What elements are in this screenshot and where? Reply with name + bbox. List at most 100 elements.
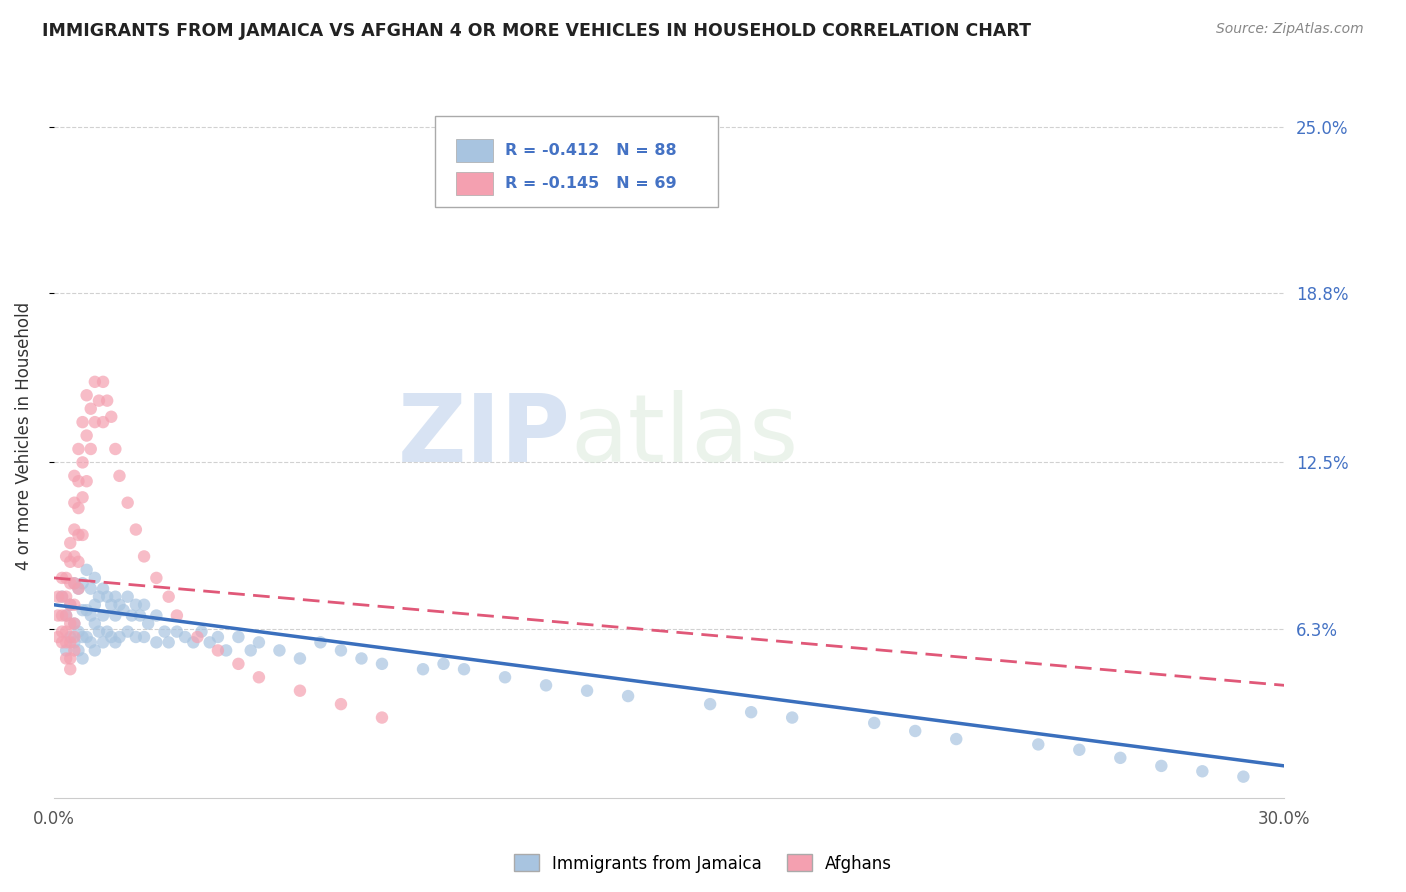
Point (80, 608, 103, 623)
Point (91, 415, 114, 429)
Point (51, 571, 73, 585)
Point (617, 689, 640, 703)
Point (350, 651, 373, 665)
Point (174, 630, 197, 644)
Point (55, 643, 77, 657)
Point (63, 598, 86, 612)
Point (453, 662, 475, 676)
Point (198, 635, 221, 649)
Point (83, 643, 105, 657)
Point (63, 616, 86, 631)
Point (904, 723, 927, 738)
Point (59, 616, 82, 631)
Point (780, 710, 803, 724)
Point (63, 468, 86, 483)
Point (288, 651, 311, 665)
Point (309, 635, 332, 649)
Point (166, 624, 188, 639)
Point (117, 590, 139, 604)
Point (100, 630, 122, 644)
Point (51, 624, 73, 639)
Point (63, 523, 86, 537)
Point (59, 662, 82, 676)
Point (72, 651, 94, 665)
Point (699, 697, 721, 711)
Point (72, 630, 94, 644)
Point (46, 608, 69, 623)
Point (67, 501, 90, 516)
Point (215, 643, 238, 657)
Y-axis label: 4 or more Vehicles in Household: 4 or more Vehicles in Household (15, 301, 32, 570)
Point (108, 598, 131, 612)
Point (288, 683, 311, 698)
Point (125, 598, 148, 612)
Point (412, 662, 434, 676)
Point (55, 549, 77, 564)
Point (576, 683, 599, 698)
Point (330, 697, 353, 711)
Point (67, 528, 90, 542)
Point (1026, 738, 1049, 752)
Point (228, 630, 250, 644)
Point (83, 598, 105, 612)
Point (76, 563, 98, 577)
Point (117, 624, 139, 639)
FancyBboxPatch shape (456, 171, 494, 194)
Point (59, 630, 82, 644)
Point (55, 608, 77, 623)
Point (55, 590, 77, 604)
Point (181, 635, 204, 649)
Point (83, 571, 105, 585)
Point (157, 635, 180, 649)
Point (740, 705, 762, 719)
Point (72, 415, 94, 429)
Point (207, 630, 229, 644)
Text: ZIP: ZIP (398, 390, 571, 482)
Point (1069, 743, 1091, 757)
Text: atlas: atlas (571, 390, 799, 482)
Point (125, 630, 148, 644)
Point (55, 608, 77, 623)
Point (51, 635, 73, 649)
Point (80, 401, 103, 416)
Point (67, 442, 90, 456)
Point (96, 624, 118, 639)
FancyBboxPatch shape (456, 139, 494, 162)
Point (129, 608, 152, 623)
Point (117, 496, 139, 510)
Point (153, 624, 176, 639)
Point (108, 630, 131, 644)
Point (863, 715, 886, 730)
Text: R = -0.145   N = 69: R = -0.145 N = 69 (505, 176, 678, 191)
Point (72, 603, 94, 617)
Point (190, 624, 212, 639)
Point (55, 571, 77, 585)
Point (145, 608, 167, 623)
Point (132, 598, 155, 612)
Point (96, 590, 118, 604)
Point (104, 608, 127, 623)
Point (46, 590, 69, 604)
Point (228, 657, 250, 671)
Text: R = -0.412   N = 88: R = -0.412 N = 88 (505, 143, 678, 158)
Point (132, 549, 155, 564)
Point (67, 474, 90, 488)
Point (104, 442, 127, 456)
Point (145, 571, 167, 585)
Point (67, 582, 90, 596)
Text: Source: ZipAtlas.com: Source: ZipAtlas.com (1216, 22, 1364, 37)
Point (55, 651, 77, 665)
Point (87, 590, 110, 604)
Point (80, 635, 103, 649)
Point (59, 576, 82, 591)
Point (494, 670, 516, 684)
Point (76, 428, 98, 442)
Point (157, 590, 180, 604)
Point (76, 388, 98, 402)
Point (269, 643, 291, 657)
Point (132, 630, 155, 644)
Point (121, 608, 143, 623)
Point (91, 582, 114, 596)
Point (945, 732, 967, 747)
Point (67, 555, 90, 569)
